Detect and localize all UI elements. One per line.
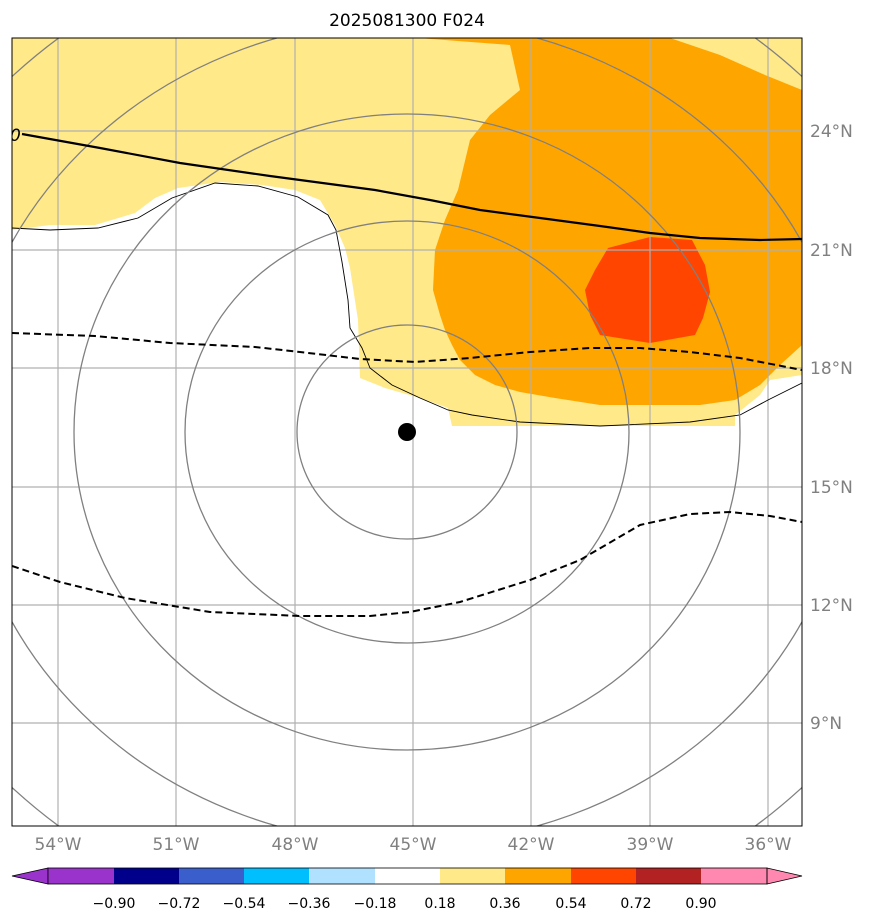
colorbar-segment-10 (636, 868, 701, 884)
lat-label-24: 24°N (810, 122, 853, 142)
colorbar-label: 0.36 (489, 896, 520, 912)
colorbar-label: 0.54 (555, 896, 586, 912)
colorbar-extend-low (11, 867, 49, 885)
shading-0.54-0.72 (585, 237, 710, 343)
colorbar-extend-high (766, 867, 803, 885)
ring-1 (296, 324, 518, 540)
storm-center-marker (398, 423, 416, 441)
colorbar-label: 0.18 (424, 896, 455, 912)
lon-label-48: 48°W (272, 835, 319, 855)
colorbar-segment-2 (114, 868, 179, 884)
ring-3 (73, 113, 741, 751)
colorbar-label: −0.72 (158, 896, 201, 912)
colorbar-segment-9 (571, 868, 636, 884)
lon-label-42: 42°W (508, 835, 555, 855)
zero-contour-label: 0 (10, 126, 21, 146)
lon-label-39: 39°W (627, 835, 674, 855)
colorbar-label: 0.72 (620, 896, 651, 912)
lat-label-9: 9°N (810, 714, 842, 734)
colorbar-label: −0.18 (354, 896, 397, 912)
lat-label-21: 21°N (810, 241, 853, 261)
map-title: 2025081300 F024 (329, 11, 485, 31)
colorbar-segment-7 (440, 868, 505, 884)
lon-label-36: 36°W (745, 835, 792, 855)
colorbar-segment-3 (179, 868, 244, 884)
colorbar-label: 0.90 (685, 896, 716, 912)
lon-label-51: 51°W (153, 835, 200, 855)
lat-label-15: 15°N (810, 478, 853, 498)
lon-label-45: 45°W (390, 835, 437, 855)
colorbar-label: −0.54 (223, 896, 266, 912)
colorbar-segment-11 (701, 868, 767, 884)
colorbar: −0.90 −0.72 −0.54 −0.36 −0.18 0.18 0.36 … (11, 867, 803, 912)
colorbar-segment-5 (309, 868, 375, 884)
dashed-contour-lower (12, 510, 802, 617)
thin-contour-line (12, 182, 802, 427)
lon-label-54: 54°W (35, 835, 82, 855)
lat-labels: 24°N 21°N 18°N 15°N 12°N 9°N (810, 122, 853, 734)
colorbar-label: −0.36 (288, 896, 331, 912)
ring-2 (184, 220, 630, 644)
colorbar-segment-8 (505, 868, 571, 884)
lat-label-12: 12°N (810, 596, 853, 616)
zero-contour-line (21, 132, 802, 242)
colorbar-segment-6 (375, 868, 440, 884)
colorbar-frame (47, 867, 768, 885)
dashed-contour-upper (12, 332, 802, 371)
colorbar-label: −0.90 (93, 896, 136, 912)
colorbar-segment-4 (244, 868, 309, 884)
lon-labels: 54°W 51°W 48°W 45°W 42°W 39°W 36°W (35, 835, 792, 855)
map-frame (11, 37, 803, 827)
shading-0.36-0.54 (418, 38, 802, 405)
lat-label-18: 18°N (810, 359, 853, 379)
colorbar-segment-1 (48, 868, 114, 884)
